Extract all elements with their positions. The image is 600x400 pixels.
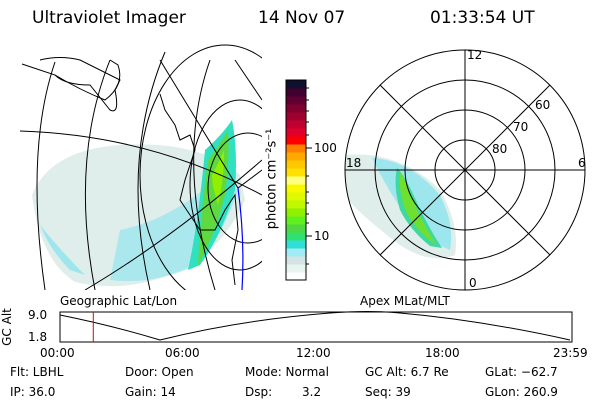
colorbar-band bbox=[286, 96, 306, 105]
xtick-0600: 06:00 bbox=[165, 346, 200, 360]
colorbar-band bbox=[286, 80, 306, 89]
polar-plot bbox=[344, 49, 586, 291]
ytick-max: 9.0 bbox=[28, 308, 48, 322]
colorbar-tick-100: 100 bbox=[314, 141, 337, 155]
colorbar-band bbox=[286, 88, 306, 97]
colorbar-label: photon cm⁻²s⁻¹ bbox=[264, 128, 280, 230]
colorbar-band bbox=[286, 200, 306, 209]
geographic-label: Geographic Lat/Lon bbox=[60, 294, 178, 308]
mlt-label-18: 18 bbox=[346, 156, 362, 170]
timeline-ylabel: GC Alt bbox=[0, 308, 14, 346]
colorbar-band bbox=[286, 248, 306, 257]
xtick-0000: 00:00 bbox=[40, 346, 75, 360]
lat-label-70: 70 bbox=[513, 120, 529, 134]
instrument-title: Ultraviolet Imager bbox=[32, 8, 186, 28]
door-info: Door: Open bbox=[125, 365, 194, 379]
colorbar-band bbox=[286, 256, 306, 265]
date-label: 14 Nov 07 bbox=[258, 8, 346, 28]
colorbar-band bbox=[286, 160, 306, 169]
colorbar-band bbox=[286, 208, 306, 217]
seq-info: Seq: 39 bbox=[365, 385, 411, 399]
lat-label-80: 80 bbox=[492, 142, 508, 156]
filter-info: Flt: LBHL bbox=[10, 365, 64, 379]
colorbar-band bbox=[286, 224, 306, 233]
colorbar-band bbox=[286, 240, 306, 249]
colorbar-band bbox=[286, 232, 306, 241]
dsp-value: 3.2 bbox=[302, 385, 322, 399]
colorbar-band bbox=[286, 104, 306, 113]
colorbar-band bbox=[286, 264, 306, 273]
colorbar-band bbox=[286, 168, 306, 177]
mlt-label-12: 12 bbox=[467, 48, 483, 62]
dsp-label: Dsp: bbox=[245, 385, 273, 399]
xtick-2359: 23:59 bbox=[553, 346, 588, 360]
colorbar-band bbox=[286, 192, 306, 201]
colorbar-tick-10: 10 bbox=[314, 229, 330, 243]
glon-info: GLon: 260.9 bbox=[485, 385, 558, 399]
ytick-min: 1.8 bbox=[28, 330, 48, 344]
colorbar-band bbox=[286, 176, 306, 185]
colorbar-band bbox=[286, 120, 306, 129]
apex-label: Apex MLat/MLT bbox=[360, 294, 450, 308]
xtick-1800: 18:00 bbox=[425, 346, 460, 360]
colorbar-band bbox=[286, 112, 306, 121]
altitude-timeline bbox=[59, 311, 573, 343]
colorbar-band bbox=[286, 144, 306, 153]
gain-info: Gain: 14 bbox=[125, 385, 176, 399]
colorbar bbox=[286, 80, 306, 281]
colorbar-band bbox=[286, 216, 306, 225]
time-label: 01:33:54 UT bbox=[430, 8, 535, 28]
colorbar-band bbox=[286, 272, 306, 281]
lat-label-60: 60 bbox=[535, 98, 551, 112]
xtick-1200: 12:00 bbox=[296, 346, 331, 360]
colorbar-ticks bbox=[306, 87, 312, 265]
gc-alt-info: GC Alt: 6.7 Re bbox=[365, 365, 449, 379]
mode-info: Mode: Normal bbox=[245, 365, 329, 379]
ip-info: IP: 36.0 bbox=[10, 385, 56, 399]
geographic-map bbox=[19, 44, 262, 290]
mlt-label-6: 6 bbox=[578, 156, 586, 170]
colorbar-band bbox=[286, 136, 306, 145]
colorbar-band bbox=[286, 152, 306, 161]
glat-info: GLat: −62.7 bbox=[485, 365, 558, 379]
mlt-label-0: 0 bbox=[469, 276, 477, 290]
colorbar-band bbox=[286, 184, 306, 193]
colorbar-band bbox=[286, 128, 306, 137]
